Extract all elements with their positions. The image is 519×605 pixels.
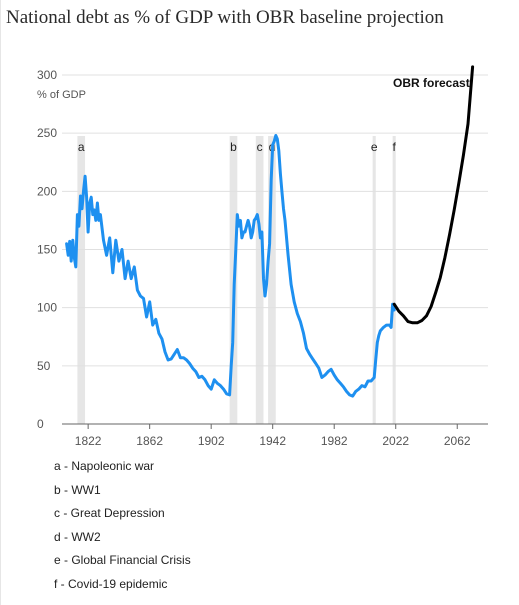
- forecast-annotation: OBR forecast: [393, 76, 470, 90]
- event-label-f: f: [393, 140, 397, 154]
- y-tick-label: 150: [37, 243, 57, 257]
- event-band-c: [255, 136, 264, 424]
- y-axis-label: % of GDP: [37, 89, 86, 101]
- event-band-f: [392, 136, 396, 424]
- event-band-d: [268, 136, 276, 424]
- line-chart: 0 50 100 150 200 250 300 % of GDP 1822 1862 1902 19…: [37, 65, 488, 448]
- historical-debt-line: [65, 134, 396, 398]
- x-tick-label: 1902: [198, 434, 225, 448]
- x-tick-label: 1982: [321, 434, 348, 448]
- y-tick-label: 50: [37, 359, 51, 373]
- chart-title: National debt as % of GDP with OBR basel…: [6, 7, 444, 28]
- y-tick-label: 250: [37, 126, 57, 140]
- y-tick-label: 100: [37, 301, 57, 315]
- legend-item-e: e - Global Financial Crisis: [54, 553, 191, 567]
- legend-item-f: f - Covid-19 epidemic: [54, 576, 168, 591]
- forecast-debt-line: [392, 65, 475, 325]
- legend-item-b: b - WW1: [54, 482, 101, 497]
- event-band-a: [77, 136, 86, 424]
- legend-item-d: d - WW2: [54, 529, 101, 544]
- y-tick-label: 200: [37, 184, 57, 198]
- x-tick-label: 2062: [444, 434, 471, 448]
- event-band-e: [372, 136, 376, 424]
- left-divider: [0, 0, 1, 605]
- x-tick-label: 2022: [382, 434, 409, 448]
- event-legend: a - Napoleonic war b - WW1 c - Great Dep…: [54, 455, 191, 596]
- y-tick-label: 0: [37, 417, 44, 431]
- event-label-a: a: [78, 140, 85, 154]
- x-tick-label: 1942: [259, 434, 286, 448]
- event-label-e: e: [371, 140, 378, 154]
- legend-item-c: c - Great Depression: [54, 506, 165, 520]
- event-label-c: c: [257, 140, 263, 154]
- x-tick-label: 1822: [75, 434, 102, 448]
- y-tick-label: 300: [37, 68, 57, 82]
- event-label-b: b: [230, 140, 237, 154]
- x-tick-label: 1862: [136, 434, 163, 448]
- legend-item-a: a - Napoleonic war: [54, 459, 155, 473]
